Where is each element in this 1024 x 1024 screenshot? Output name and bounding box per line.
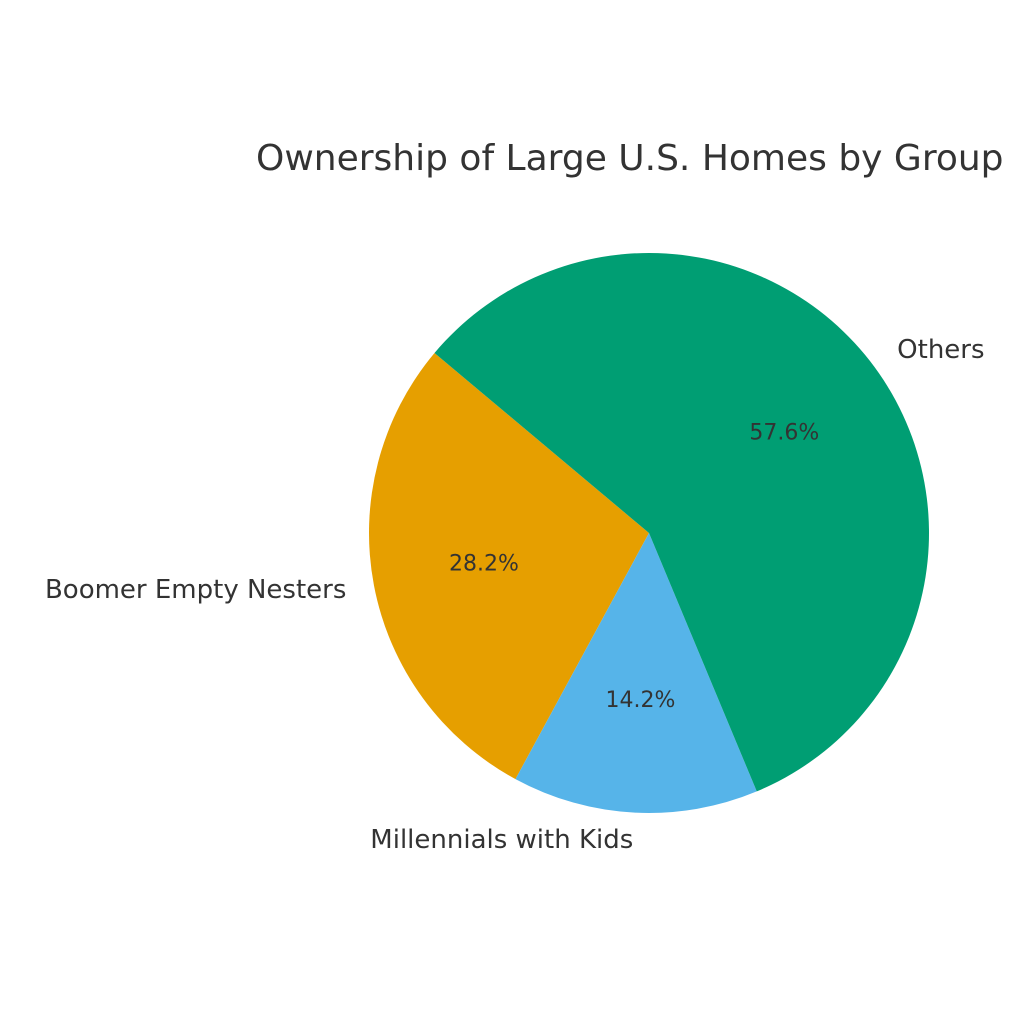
pie-slice-boomer-empty-nesters [369, 353, 649, 780]
pie-slices [369, 253, 929, 814]
chart-title: Ownership of Large U.S. Homes by Group [256, 138, 1004, 179]
pie-slice-millennials-with-kids [515, 533, 757, 814]
slice-percentage-label: 28.2% [449, 551, 519, 576]
slice-label: Boomer Empty Nesters [45, 575, 346, 605]
slice-label: Millennials with Kids [370, 825, 633, 855]
slice-percentage-label: 57.6% [749, 420, 819, 445]
slice-percentage-label: 14.2% [605, 688, 675, 713]
pie-slice-others [434, 253, 929, 792]
pie-labels: Boomer Empty Nesters 28.2% Millennials wit… [45, 335, 985, 855]
slice-label: Others [897, 335, 984, 365]
